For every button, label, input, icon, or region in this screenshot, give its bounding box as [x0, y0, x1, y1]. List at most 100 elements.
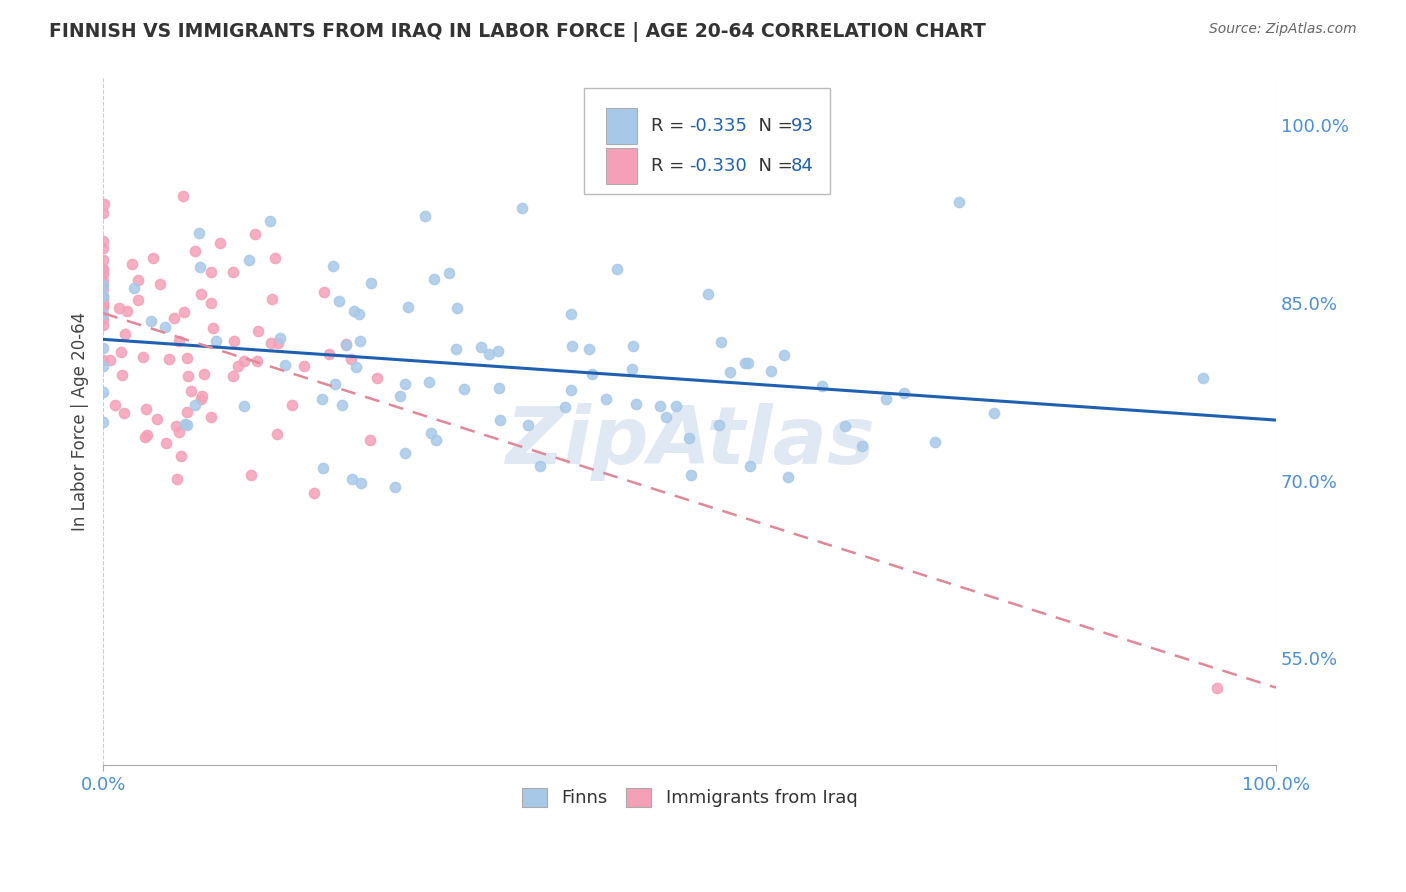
- Point: [314, 285, 336, 300]
- Point: [149, 277, 172, 291]
- Point: [193, 367, 215, 381]
- Point: [177, 368, 200, 383]
- Point: [264, 251, 287, 265]
- Point: [478, 347, 501, 361]
- Point: [243, 227, 266, 241]
- Point: [560, 307, 582, 321]
- Text: FINNISH VS IMMIGRANTS FROM IRAQ IN LABOR FORCE | AGE 20-64 CORRELATION CHART: FINNISH VS IMMIGRANTS FROM IRAQ IN LABOR…: [49, 22, 986, 42]
- Point: [697, 287, 720, 301]
- Point: [246, 354, 269, 368]
- Y-axis label: In Labor Force | Age 20-64: In Labor Force | Age 20-64: [72, 312, 89, 531]
- Point: [226, 359, 249, 373]
- Point: [136, 428, 159, 442]
- Point: [260, 335, 283, 350]
- Point: [595, 392, 617, 407]
- Point: [561, 338, 583, 352]
- Point: [606, 261, 628, 276]
- Point: [190, 287, 212, 301]
- Point: [91, 261, 114, 276]
- Point: [328, 293, 350, 308]
- Point: [948, 194, 970, 209]
- Point: [169, 449, 191, 463]
- Point: [91, 311, 114, 326]
- Point: [180, 384, 202, 399]
- Point: [621, 339, 644, 353]
- Point: [419, 425, 441, 440]
- Point: [166, 419, 188, 434]
- Point: [486, 344, 509, 359]
- Point: [388, 389, 411, 403]
- Point: [347, 307, 370, 321]
- Point: [772, 348, 794, 362]
- Point: [269, 331, 291, 345]
- Point: [678, 431, 700, 445]
- Point: [91, 301, 114, 315]
- Point: [93, 196, 115, 211]
- Point: [624, 397, 647, 411]
- Point: [221, 265, 243, 279]
- Point: [91, 278, 114, 293]
- Point: [330, 398, 353, 412]
- Point: [648, 399, 671, 413]
- Point: [983, 406, 1005, 420]
- Point: [394, 446, 416, 460]
- Point: [91, 353, 114, 368]
- Point: [875, 392, 897, 406]
- Point: [323, 377, 346, 392]
- Point: [188, 260, 211, 274]
- Bar: [606, 148, 637, 184]
- Point: [91, 267, 114, 281]
- Point: [396, 300, 419, 314]
- Point: [710, 335, 733, 350]
- Point: [360, 276, 382, 290]
- Point: [718, 365, 741, 379]
- Point: [318, 347, 340, 361]
- Point: [233, 399, 256, 413]
- Point: [322, 259, 344, 273]
- Point: [176, 405, 198, 419]
- Point: [394, 377, 416, 392]
- Point: [274, 358, 297, 372]
- Point: [173, 417, 195, 431]
- Point: [851, 439, 873, 453]
- Point: [425, 433, 447, 447]
- Text: R =: R =: [651, 117, 690, 136]
- Point: [121, 257, 143, 271]
- Point: [91, 415, 114, 429]
- Point: [127, 293, 149, 307]
- Point: [134, 430, 156, 444]
- Point: [470, 340, 492, 354]
- Point: [489, 412, 512, 426]
- Point: [91, 299, 114, 313]
- Point: [423, 272, 446, 286]
- Point: [240, 467, 263, 482]
- Point: [91, 292, 114, 306]
- Point: [91, 307, 114, 321]
- Point: [91, 274, 114, 288]
- Point: [238, 253, 260, 268]
- Point: [578, 342, 600, 356]
- Point: [259, 213, 281, 227]
- Point: [91, 235, 114, 249]
- Point: [655, 410, 678, 425]
- Point: [111, 368, 134, 382]
- Point: [91, 384, 114, 399]
- Point: [620, 362, 643, 376]
- Point: [114, 406, 136, 420]
- Point: [127, 273, 149, 287]
- Point: [281, 399, 304, 413]
- Point: [517, 417, 540, 432]
- Point: [117, 304, 139, 318]
- Point: [335, 336, 357, 351]
- Point: [91, 289, 114, 303]
- Text: -0.330: -0.330: [689, 157, 748, 175]
- Point: [446, 301, 468, 316]
- Point: [98, 353, 121, 368]
- Text: 93: 93: [790, 117, 814, 136]
- FancyBboxPatch shape: [583, 87, 831, 194]
- Point: [510, 201, 533, 215]
- Legend: Finns, Immigrants from Iraq: Finns, Immigrants from Iraq: [515, 780, 865, 814]
- Point: [91, 289, 114, 303]
- Point: [350, 475, 373, 490]
- Point: [176, 417, 198, 432]
